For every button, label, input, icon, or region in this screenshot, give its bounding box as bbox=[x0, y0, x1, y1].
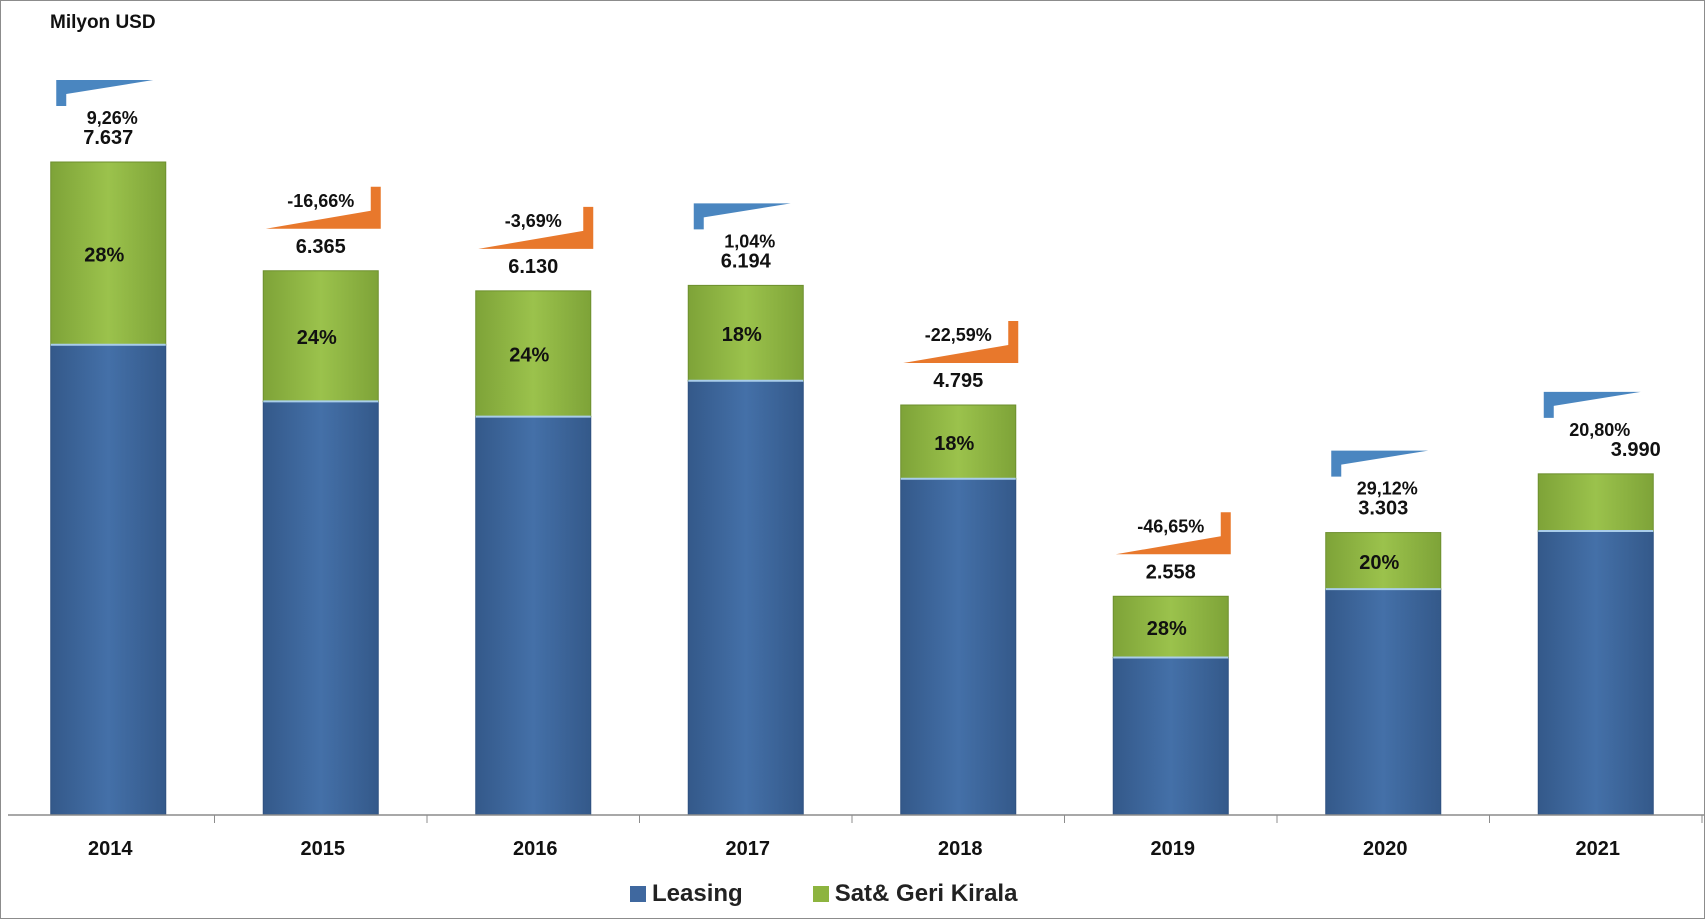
growth-label-2016: -3,69% bbox=[505, 211, 562, 231]
bar-sat-geri-kirala-2020 bbox=[1325, 532, 1442, 590]
bar-sat-geri-kirala-2021 bbox=[1537, 473, 1654, 532]
growth-label-2014: 9,26% bbox=[87, 108, 138, 128]
total-label-2019: 2.558 bbox=[1146, 561, 1196, 583]
bar-leasing-2018 bbox=[900, 478, 1017, 816]
legend-swatch-leasing bbox=[630, 886, 646, 902]
total-label-2017: 6.194 bbox=[721, 250, 772, 272]
growth-label-2021: 20,80% bbox=[1569, 420, 1630, 440]
share-label-2017: 18% bbox=[722, 324, 762, 346]
unit-label: Milyon USD bbox=[50, 12, 156, 33]
x-tick-label-2014: 2014 bbox=[88, 838, 133, 860]
x-tick-label-2021: 2021 bbox=[1576, 838, 1621, 860]
legend-item-leasing: Leasing bbox=[630, 880, 743, 908]
growth-label-2020: 29,12% bbox=[1357, 479, 1418, 499]
x-tick-label-2020: 2020 bbox=[1363, 838, 1408, 860]
total-label-2021: 3.990 bbox=[1611, 439, 1661, 461]
growth-marker-2018 bbox=[903, 321, 1019, 364]
share-label-2018: 18% bbox=[934, 433, 974, 455]
bar-leasing-2015 bbox=[262, 400, 379, 816]
legend-label-leasing: Leasing bbox=[652, 880, 743, 907]
growth-marker-2021 bbox=[1543, 391, 1641, 418]
growth-label-2018: -22,59% bbox=[925, 325, 992, 345]
share-label-2014: 28% bbox=[84, 244, 124, 266]
bar-sat-geri-kirala-2019 bbox=[1112, 595, 1229, 659]
bar-leasing-2014 bbox=[50, 344, 167, 816]
total-label-2018: 4.795 bbox=[933, 370, 983, 392]
share-label-2015: 24% bbox=[297, 327, 337, 349]
legend: Leasing Sat& Geri Kirala bbox=[630, 880, 1087, 908]
growth-marker-2015 bbox=[265, 186, 381, 229]
x-tick-label-2015: 2015 bbox=[301, 838, 346, 860]
x-tick-label-2019: 2019 bbox=[1151, 838, 1196, 860]
share-label-2020: 20% bbox=[1359, 552, 1399, 574]
total-label-2014: 7.637 bbox=[83, 127, 133, 149]
x-tick-label-2017: 2017 bbox=[726, 838, 771, 860]
share-label-2016: 24% bbox=[509, 345, 549, 367]
x-tick-label-2018: 2018 bbox=[938, 838, 983, 860]
x-tick-label-2016: 2016 bbox=[513, 838, 558, 860]
growth-marker-2017 bbox=[693, 203, 791, 230]
bar-leasing-2016 bbox=[475, 416, 592, 816]
bar-sat-geri-kirala-2016 bbox=[475, 290, 592, 418]
growth-marker-2019 bbox=[1115, 512, 1231, 555]
bar-sat-geri-kirala-2018 bbox=[900, 404, 1017, 480]
total-label-2015: 6.365 bbox=[296, 236, 346, 258]
bar-sat-geri-kirala-2017 bbox=[687, 284, 804, 382]
total-label-2020: 3.303 bbox=[1358, 498, 1408, 520]
legend-item-sat-geri-kirala: Sat& Geri Kirala bbox=[812, 880, 1018, 908]
growth-marker-2020 bbox=[1331, 450, 1429, 477]
growth-label-2015: -16,66% bbox=[287, 191, 354, 211]
share-label-2019: 28% bbox=[1147, 618, 1187, 640]
bar-sat-geri-kirala-2014 bbox=[50, 161, 167, 346]
growth-marker-2016 bbox=[478, 206, 594, 249]
bar-leasing-2017 bbox=[687, 380, 804, 816]
legend-swatch-sat-geri-kirala bbox=[812, 886, 829, 902]
total-label-2016: 6.130 bbox=[508, 256, 558, 278]
bar-leasing-2020 bbox=[1325, 588, 1442, 816]
growth-label-2019: -46,65% bbox=[1137, 516, 1204, 536]
growth-marker-2014 bbox=[56, 80, 154, 106]
bar-leasing-2019 bbox=[1112, 657, 1229, 816]
bar-leasing-2021 bbox=[1537, 530, 1654, 816]
legend-label-sat-geri-kirala: Sat& Geri Kirala bbox=[834, 880, 1018, 907]
growth-label-2017: 1,04% bbox=[724, 231, 775, 251]
